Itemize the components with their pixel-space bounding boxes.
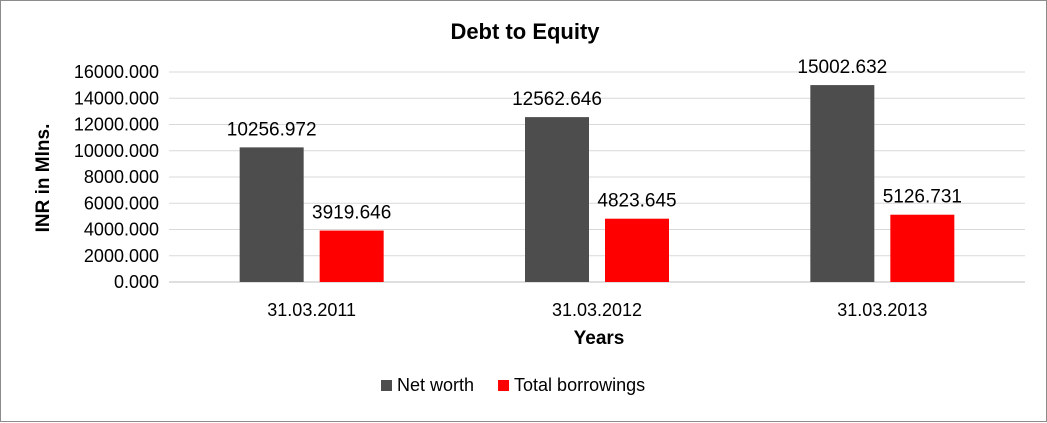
bar-net-worth	[810, 85, 875, 282]
data-label: 12562.646	[512, 89, 602, 110]
y-tick-label: 8000.000	[84, 167, 159, 187]
x-category-label: 31.03.2013	[837, 300, 927, 320]
legend-label: Net worth	[397, 375, 474, 395]
data-label: 15002.632	[797, 57, 887, 78]
legend-item-total-borrowings: Total borrowings	[498, 375, 645, 395]
bar-total-borrowings	[319, 230, 384, 282]
y-axis-ticks: 0.000 2000.000 4000.000 6000.000 8000.000 100…	[74, 62, 159, 292]
x-category-label: 31.03.2012	[552, 300, 642, 320]
y-tick-label: 2000.000	[84, 246, 159, 266]
gridlines	[169, 71, 1025, 283]
chart-title: Debt to Equity	[450, 19, 600, 44]
y-tick-label: 10000.000	[74, 141, 159, 161]
data-label: 10256.972	[227, 119, 317, 140]
data-label: 3919.646	[312, 203, 391, 224]
x-category-label: 31.03.2011	[267, 300, 356, 320]
legend: Net worth Total borrowings	[381, 375, 645, 395]
y-tick-label: 16000.000	[74, 62, 159, 82]
y-tick-label: 12000.000	[74, 115, 159, 135]
bar-net-worth	[525, 117, 589, 283]
y-tick-label: 14000.000	[74, 88, 159, 108]
data-labels: 10256.972 3919.646 12562.646 4823.645 15002.…	[227, 57, 962, 223]
data-label: 5126.731	[883, 187, 962, 208]
data-label: 4823.645	[597, 191, 676, 212]
bars	[239, 85, 955, 283]
bar-net-worth	[239, 147, 304, 282]
legend-swatch	[498, 380, 510, 391]
bar-total-borrowings	[605, 218, 669, 282]
y-tick-label: 4000.000	[84, 220, 159, 240]
y-tick-label: 0.000	[114, 272, 159, 292]
legend-swatch	[381, 380, 392, 391]
legend-label: Total borrowings	[514, 375, 645, 395]
y-axis-title: INR in Mlns.	[33, 124, 54, 233]
legend-item-net-worth: Net worth	[381, 375, 474, 395]
x-axis-categories: 31.03.2011 31.03.2012 31.03.2013	[267, 300, 927, 320]
x-axis-title: Years	[574, 328, 625, 349]
y-tick-label: 6000.000	[84, 193, 159, 213]
bar-total-borrowings	[890, 214, 955, 282]
